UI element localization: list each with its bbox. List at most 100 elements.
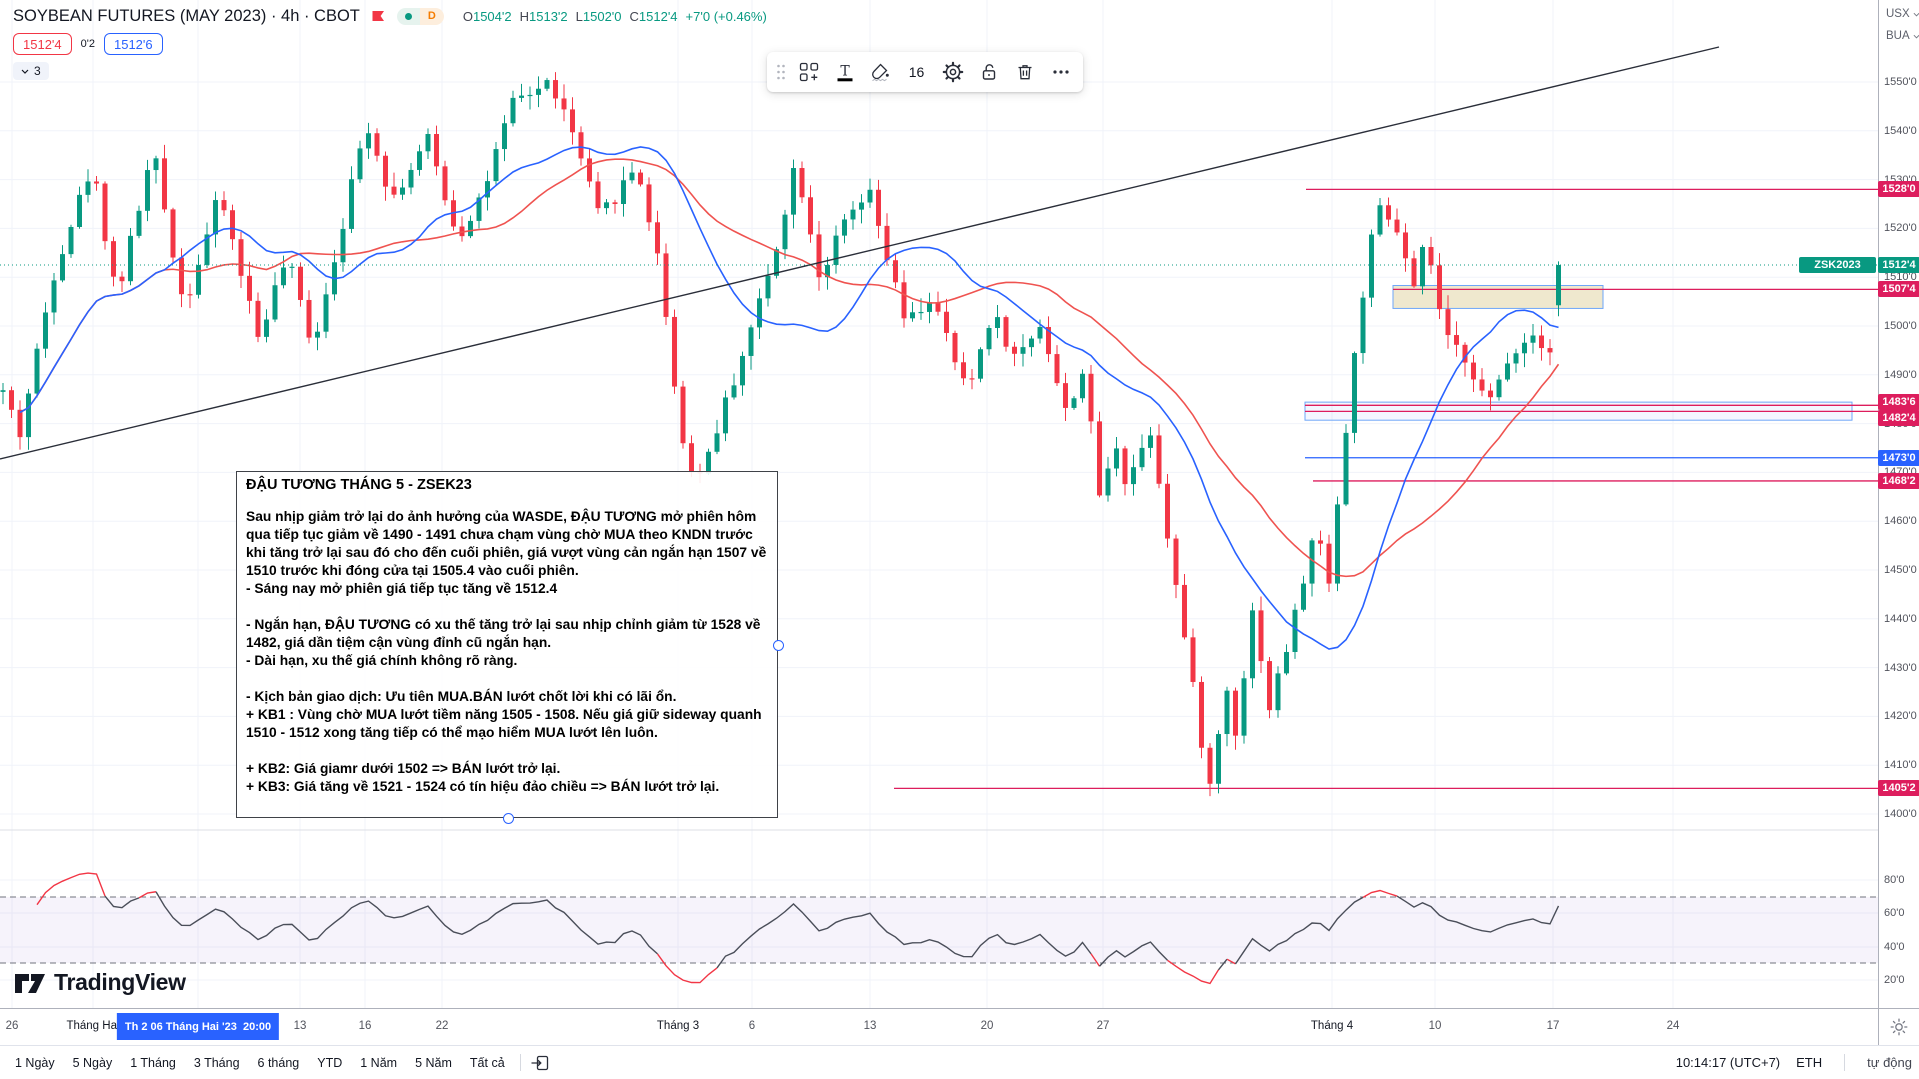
tradingview-logo[interactable]: TradingView	[14, 969, 186, 996]
indicators-collapse-button[interactable]: 3	[13, 62, 49, 80]
price-tick-label: 1540'0	[1884, 124, 1917, 137]
range-all-button[interactable]: Tất cả	[469, 1055, 505, 1070]
bottom-toolbar: 1 Ngày 5 Ngày 1 Tháng 3 Tháng 6 tháng YT…	[0, 1045, 1919, 1079]
time-tick-label: 16	[358, 1020, 372, 1032]
note-resize-handle-right[interactable]	[773, 640, 784, 651]
lock-button[interactable]	[972, 56, 1005, 89]
chevron-down-icon	[21, 69, 29, 74]
flag-icon[interactable]	[371, 9, 386, 24]
time-tick-label: Tháng 4	[1310, 1020, 1354, 1032]
time-tick-label: 24	[1666, 1020, 1680, 1032]
rsi-tick-label: 80'0	[1884, 874, 1905, 886]
price-tick-label: 1550'0	[1884, 76, 1917, 88]
rsi-tick-label: 60'0	[1884, 907, 1905, 919]
template-button[interactable]	[792, 56, 825, 89]
range-6m-button[interactable]: 6 tháng	[257, 1055, 300, 1070]
session-button[interactable]: ETH	[1796, 1055, 1823, 1070]
price-tick-label: 1410'0	[1884, 759, 1917, 772]
price-axis[interactable]: USX BUA 1550'0 1540'0 1530'0 1520'0 1510'0 15…	[1878, 0, 1919, 1008]
price-tick-label: 1450'0	[1884, 564, 1917, 576]
price-tick-label: 1420'0	[1884, 710, 1917, 723]
analysis-note[interactable]: ĐẬU TƯƠNG THÁNG 5 - ZSEK23 Sau nhịp giảm…	[236, 471, 778, 818]
settings-button[interactable]	[936, 56, 969, 89]
candles	[0, 72, 1561, 797]
rsi-tick-label: 40'0	[1884, 941, 1905, 953]
price-tick-label: 1500'0	[1884, 320, 1917, 332]
paint-bucket-icon	[872, 63, 889, 81]
delayed-data-badge: D	[419, 7, 444, 25]
range-ytd-button[interactable]: YTD	[317, 1055, 343, 1070]
market-status-badge[interactable]: D	[396, 7, 444, 25]
sun-icon[interactable]	[1889, 1017, 1909, 1037]
font-size-button[interactable]: 16	[908, 64, 925, 80]
symbol-title[interactable]: SOYBEAN FUTURES (MAY 2023) · 4h · CBOT	[13, 6, 360, 25]
time-tick-label: 17	[1546, 1020, 1560, 1032]
bid-button[interactable]: 1512'4	[13, 33, 72, 55]
go-to-date-button[interactable]	[527, 1050, 553, 1076]
axis-unit-selector[interactable]: USX	[1886, 8, 1919, 20]
level-price-label: 1507'4	[1878, 281, 1919, 298]
level-price-label: 1468'2	[1878, 472, 1919, 489]
trash-icon	[1018, 65, 1031, 80]
gridlines	[0, 0, 1878, 1008]
toolbar-drag-handle[interactable]	[773, 63, 789, 81]
chevron-down-icon	[1913, 12, 1919, 16]
price-tick-label: 1400'0	[1884, 808, 1917, 820]
level-price-label: 1405'2	[1878, 780, 1919, 797]
rsi-line	[36, 872, 1560, 985]
ellipsis-icon	[1052, 70, 1069, 74]
auto-scale-button[interactable]: tự động	[1867, 1055, 1912, 1070]
range-3m-button[interactable]: 3 Tháng	[193, 1055, 240, 1070]
trendline-drawing[interactable]	[0, 46, 1720, 460]
unlock-icon	[982, 64, 995, 80]
more-options-button[interactable]	[1044, 56, 1077, 89]
realtime-dot-icon	[396, 7, 420, 25]
range-1y-button[interactable]: 1 Năm	[360, 1055, 398, 1070]
drawing-toolbar: T 16	[767, 52, 1083, 92]
time-tick-label: 26	[5, 1020, 19, 1032]
tradingview-logo-icon	[15, 973, 45, 993]
note-resize-handle-bottom[interactable]	[503, 813, 514, 824]
time-tick-label: Tháng 3	[656, 1020, 700, 1032]
ma-fast-line	[19, 146, 1559, 650]
price-tick-label: 1430'0	[1884, 661, 1917, 674]
price-tick-label: 1440'0	[1884, 612, 1917, 625]
divider	[1844, 1054, 1846, 1071]
price-tick-label: 1510'0	[1884, 271, 1917, 284]
level-price-label: 1528'0	[1878, 181, 1919, 198]
ohlc-values: O1504'2 H1513'2 L1502'0 C1512'4 +7'0 (+0…	[462, 8, 767, 24]
range-5y-button[interactable]: 5 Năm	[415, 1055, 452, 1070]
price-tick-label: 1520'0	[1884, 222, 1917, 235]
spread-value: 0'2	[80, 38, 95, 50]
svg-text:T: T	[840, 64, 850, 80]
fill-color-button[interactable]	[864, 56, 897, 89]
rsi-tick-label: 20'0	[1884, 974, 1905, 986]
note-title: ĐẬU TƯƠNG THÁNG 5 - ZSEK23	[246, 477, 472, 493]
time-axis[interactable]: 26 Tháng Hai 13 16 22 Tháng 3 6 13 20 27 Tháng 4 10…	[0, 1008, 1878, 1045]
price-tick-label: 1490'0	[1884, 368, 1917, 381]
time-tick-label: 13	[293, 1020, 307, 1032]
time-tick-label: 6	[748, 1020, 756, 1032]
time-tick-label: Tháng Hai	[66, 1020, 120, 1032]
clock[interactable]: 10:14:17 (UTC+7)	[1675, 1055, 1781, 1070]
ask-button[interactable]: 1512'6	[103, 33, 163, 55]
symbol-price-tag: ZSK2023	[1799, 257, 1876, 273]
time-tick-label: 27	[1096, 1020, 1110, 1032]
range-5d-button[interactable]: 5 Ngày	[72, 1055, 113, 1070]
text-color-button[interactable]: T	[828, 56, 861, 89]
divider	[519, 1054, 521, 1071]
zone-box-drawing[interactable]	[1392, 284, 1604, 309]
range-1d-button[interactable]: 1 Ngày	[15, 1055, 55, 1070]
price-chart-svg[interactable]	[0, 0, 1878, 1008]
time-tick-label: 13	[863, 1020, 877, 1032]
range-1m-button[interactable]: 1 Tháng	[130, 1055, 176, 1070]
axis-corner	[1878, 1008, 1919, 1045]
template-icon	[799, 62, 818, 82]
axis-currency-selector[interactable]: BUA	[1886, 30, 1919, 42]
current-price-label: 1512'4	[1878, 257, 1919, 273]
delete-button[interactable]	[1008, 56, 1041, 89]
selected-bar-time-badge: Th 2 06 Tháng Hai '23 20:00	[116, 1013, 280, 1040]
rsi-band	[0, 897, 1878, 963]
level-price-label: 1482'4	[1878, 410, 1919, 427]
